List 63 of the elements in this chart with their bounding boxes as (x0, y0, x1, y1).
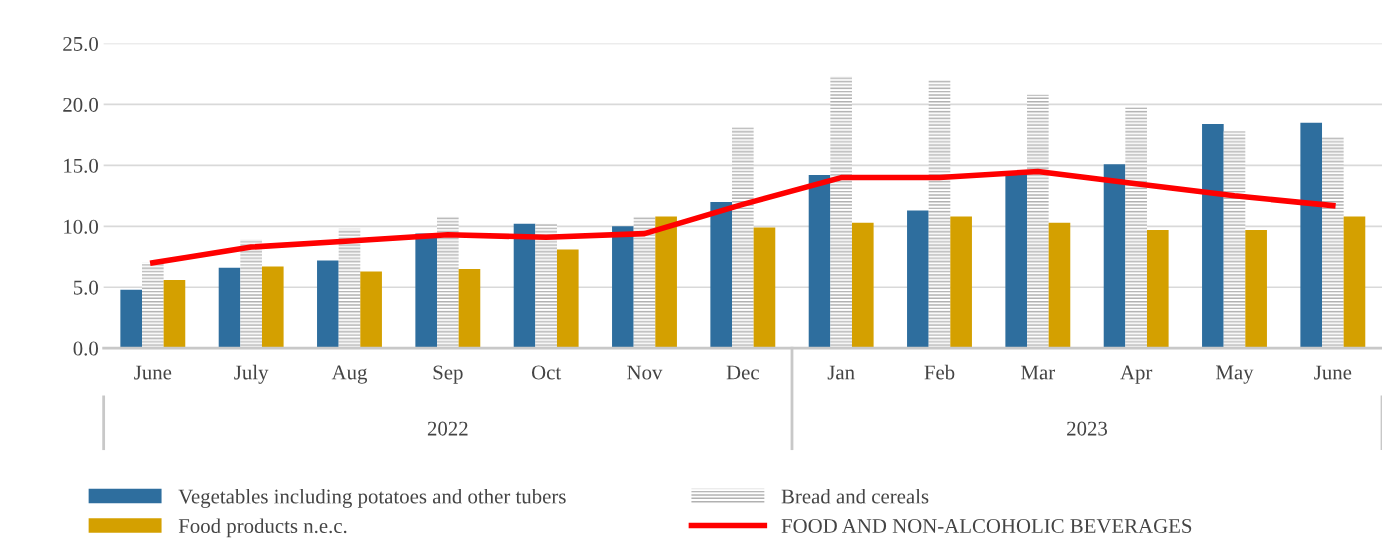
x-tick-label: July (234, 364, 269, 384)
bar (1005, 172, 1028, 349)
bar (218, 267, 241, 349)
bar (360, 271, 382, 349)
legend-label: Bread and cereals (781, 488, 929, 504)
bar (437, 216, 459, 349)
bar (808, 175, 831, 349)
x-tick-label: Sep (433, 365, 463, 384)
x-tick-label: May (1216, 365, 1254, 384)
x-tick-label: Apr (1120, 365, 1153, 384)
bar (1343, 216, 1366, 349)
bar (1245, 229, 1267, 349)
bar (612, 226, 634, 349)
bar (556, 249, 579, 349)
bar (753, 227, 776, 349)
bar (1300, 122, 1323, 349)
x-tick-label: June (1314, 365, 1352, 380)
bar (1322, 137, 1344, 349)
y-tick-label: 10.0 (64, 219, 98, 234)
legend-label: Vegetables including potatoes and other tubers (178, 488, 566, 508)
x-tick-label: Jan (827, 365, 855, 380)
y-tick-label: 0.0 (73, 341, 98, 356)
bar (851, 222, 874, 349)
x-tick-label: Feb (924, 364, 955, 380)
text: 2023 (1067, 421, 1108, 436)
bar (907, 210, 929, 349)
bar (1125, 106, 1147, 349)
bar (1103, 164, 1126, 349)
bar (163, 279, 186, 349)
y-tick-label: 5.0 (73, 280, 98, 295)
x-tick-label: Nov (627, 365, 663, 380)
bar (513, 223, 536, 349)
bar (1027, 94, 1049, 349)
bar (120, 289, 142, 349)
bar (732, 126, 754, 349)
bar (928, 80, 951, 349)
x-tick-label: Oct (531, 365, 562, 380)
x-tick-label: June (134, 365, 172, 380)
bar (142, 262, 164, 349)
y-tick-label: 15.0 (64, 158, 98, 173)
bar (710, 201, 733, 349)
x-tick-label: Aug (331, 365, 368, 384)
y-tick-label: 20.0 (63, 97, 98, 112)
bar (535, 223, 557, 349)
bar (633, 216, 656, 349)
bar (1048, 222, 1071, 349)
bar (240, 239, 262, 349)
bar (317, 260, 339, 349)
text: 2022 (427, 421, 468, 436)
bar (261, 266, 284, 349)
bar (338, 228, 361, 349)
bar (1223, 131, 1246, 349)
bar (1146, 229, 1169, 349)
legend-label: FOOD AND NON-ALCOHOLIC BEVERAGES (781, 518, 1192, 534)
x-tick-label: Mar (1021, 365, 1055, 380)
bar (458, 268, 481, 349)
bar (655, 216, 677, 349)
x-tick-label: Dec (726, 365, 759, 380)
bar (950, 216, 972, 349)
bar (830, 76, 852, 349)
y-tick-label: 25.0 (63, 36, 98, 52)
bar (1202, 123, 1224, 349)
legend-label: Food products n.e.c. (178, 518, 347, 538)
